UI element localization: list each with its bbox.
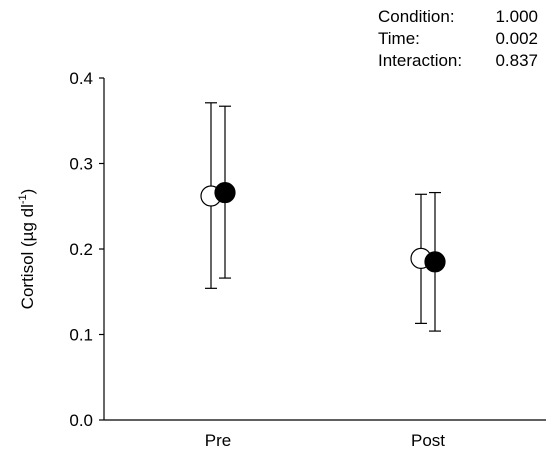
stat-value: 1.000 (495, 7, 538, 26)
y-tick-label: 0.3 (69, 155, 93, 174)
chart-marks (200, 102, 446, 332)
stat-value: 0.837 (495, 51, 538, 70)
y-tick-label: 0.4 (69, 69, 93, 88)
stat-label: Time: (378, 29, 420, 48)
stat-label: Interaction: (378, 51, 463, 70)
y-tick-label: 0.2 (69, 240, 93, 259)
stat-label: Condition: (378, 7, 455, 26)
data-point (214, 181, 236, 204)
y-tick-label: 0.0 (69, 411, 93, 430)
axes: 0.0 0.1 0.2 0.3 0.4 Pre Post (69, 69, 546, 450)
stat-condition: Condition: 1.000 (378, 6, 538, 28)
stat-interaction: Interaction: 0.837 (378, 50, 538, 72)
x-tick-label: Pre (205, 431, 231, 450)
x-tick-label: Post (411, 431, 445, 450)
stats-annotation: Condition: 1.000 Time: 0.002 Interaction… (378, 6, 538, 72)
y-tick-label: 0.1 (69, 326, 93, 345)
stat-time: Time: 0.002 (378, 28, 538, 50)
stat-value: 0.002 (495, 29, 538, 48)
data-point (424, 251, 446, 273)
y-axis-label: Cortisol (µg dl-1) (17, 189, 37, 310)
